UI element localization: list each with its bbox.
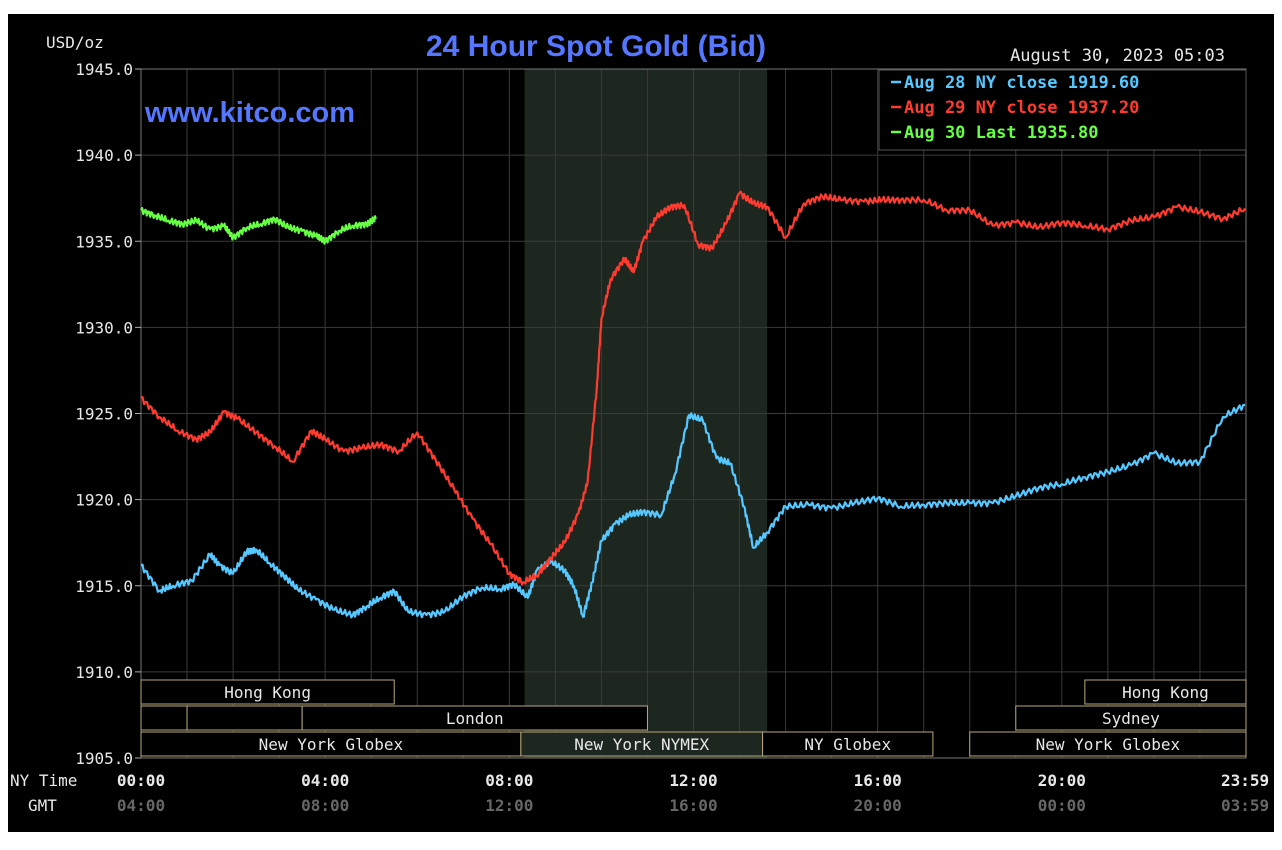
x-tick-label-ny: 00:00: [117, 771, 165, 790]
x-tick-label-ny: 08:00: [485, 771, 533, 790]
x-tick-label-gmt: 08:00: [301, 796, 349, 815]
session-box: [140, 731, 522, 757]
x-tick-label-gmt: 03:59: [1221, 796, 1269, 815]
y-tick-label: 1915.0: [75, 577, 133, 596]
market-sessions: Hong Kong Hong Kong London Sydney New York G…: [140, 679, 1247, 757]
x-tick-label-ny: 20:00: [1038, 771, 1086, 790]
y-tick-label: 1935.0: [75, 232, 133, 251]
x-tick-label-gmt: 16:00: [669, 796, 717, 815]
date-label: August 30, 2023 05:03: [1010, 46, 1225, 66]
session-box: [140, 679, 395, 705]
session-box: [1015, 705, 1247, 731]
x-tick-label-ny: 04:00: [301, 771, 349, 790]
legend-entry: Aug 29 NY close 1937.20: [904, 98, 1139, 118]
y-tick-label: 1940.0: [75, 146, 133, 165]
y-tick-label: 1930.0: [75, 318, 133, 337]
x-tick-label-gmt: 04:00: [117, 796, 165, 815]
session-box: [140, 705, 188, 731]
y-tick-label: 1910.0: [75, 663, 133, 682]
chart-title: 24 Hour Spot Gold (Bid): [426, 30, 766, 63]
session-box: [186, 705, 303, 731]
grid-lines: [141, 68, 1246, 759]
x-axis-gmt-row-label: GMT: [28, 796, 57, 815]
series-line: [140, 207, 377, 245]
watermark: www.kitco.com: [144, 97, 355, 129]
session-label: New York NYMEX: [574, 735, 709, 754]
x-axis-ticks: 00:00 04:00 04:00 08:00 08:00 12:00 12:00 16:00…: [117, 771, 1269, 815]
x-tick-label-ny: 12:00: [669, 771, 717, 790]
legend-entry: Aug 30 Last 1935.80: [904, 123, 1098, 143]
y-tick-label: 1920.0: [75, 491, 133, 510]
series-line: [140, 403, 1246, 619]
x-tick-label-ny: 23:59: [1221, 771, 1269, 790]
session-label: London: [446, 709, 504, 728]
session-label: Sydney: [1102, 709, 1160, 728]
x-tick-label-ny: 16:00: [854, 771, 902, 790]
x-tick-label-gmt: 00:00: [1038, 796, 1086, 815]
legend-box: [878, 69, 1247, 151]
chart-frame: USD/oz 24 Hour Spot Gold (Bid) August 30…: [8, 14, 1274, 832]
legend-entry: Aug 28 NY close 1919.60: [904, 73, 1139, 93]
session-label: NY Globex: [804, 735, 891, 754]
x-tick-label-gmt: 20:00: [854, 796, 902, 815]
session-box: [301, 705, 648, 731]
y-axis-unit-label: USD/oz: [46, 33, 104, 52]
y-tick-label: 1925.0: [75, 405, 133, 424]
session-label: Hong Kong: [224, 683, 311, 702]
price-series: [140, 190, 1247, 619]
legend: Aug 28 NY close 1919.60 Aug 29 NY close 1…: [891, 73, 1139, 143]
session-label: New York Globex: [1036, 735, 1181, 754]
session-box: [969, 731, 1247, 757]
y-axis-ticks: 1945.0 1940.0 1935.0 1930.0 1925.0 1920.0 1915…: [75, 60, 141, 768]
series-line: [140, 190, 1247, 586]
x-tick-label-gmt: 12:00: [485, 796, 533, 815]
y-tick-label: 1945.0: [75, 60, 133, 79]
gold-price-chart: USD/oz 24 Hour Spot Gold (Bid) August 30…: [10, 30, 1269, 815]
x-axis-ny-row-label: NY Time: [10, 771, 77, 790]
session-label: Hong Kong: [1122, 683, 1209, 702]
y-tick-label: 1905.0: [75, 749, 133, 768]
session-box: [762, 731, 934, 757]
session-box: [1084, 679, 1247, 705]
session-label: New York Globex: [259, 735, 404, 754]
